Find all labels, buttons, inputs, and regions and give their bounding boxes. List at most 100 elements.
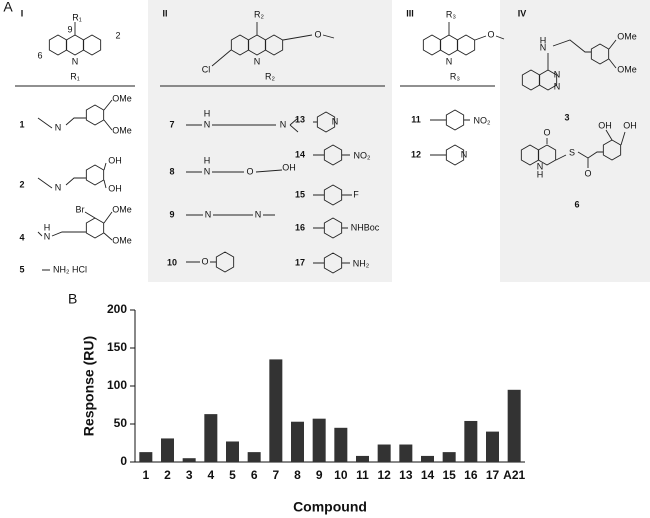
section-bg	[500, 0, 650, 282]
bar	[356, 455, 369, 462]
core-label: N	[72, 56, 79, 66]
bar	[399, 444, 413, 462]
structure	[186, 22, 352, 274]
bar	[182, 458, 196, 462]
bar	[334, 427, 348, 462]
panel-label: A	[3, 0, 13, 15]
compound-id: 14	[295, 149, 305, 159]
atom-label: F	[353, 189, 359, 199]
x-tick-label: 16	[464, 468, 478, 482]
header: R₁	[70, 71, 80, 81]
atom-label: N	[55, 182, 62, 192]
bar	[421, 455, 434, 462]
compound-id: 15	[295, 189, 305, 199]
atom-label: OMe	[617, 31, 637, 41]
compound-id: 6	[574, 199, 579, 209]
atom-label: N	[540, 42, 547, 52]
panel-label: B	[68, 291, 77, 307]
atom-label: N	[255, 209, 262, 219]
compound-id: 9	[169, 209, 174, 219]
compound-id: 16	[295, 222, 305, 232]
atom-label: NHBoc	[351, 222, 380, 232]
atom-label: OH	[108, 183, 122, 193]
atom-label: N	[55, 122, 62, 132]
atom-label: H	[44, 222, 51, 232]
header: R₃	[450, 71, 460, 81]
atom-label: NH₂	[353, 258, 370, 268]
compound-id: 10	[167, 257, 177, 267]
atom-label: NH₂ HCl	[53, 264, 87, 274]
panel-a: A I R₁ 9 2 6 N R₁ 1 OMe OMe N 2 OH OH N …	[3, 0, 650, 282]
compound-id: 5	[19, 264, 24, 274]
compound-id: 3	[564, 112, 569, 122]
atom-label: Br	[76, 204, 85, 214]
bar	[139, 452, 153, 462]
atom-label: H	[537, 169, 544, 179]
structure	[422, 22, 505, 166]
compound-id: 13	[295, 114, 305, 124]
compound-id: 4	[19, 232, 24, 242]
structure	[37, 22, 113, 271]
core-label: N	[254, 56, 261, 66]
atom-label: N	[205, 209, 212, 219]
atom-label: OMe	[112, 93, 132, 103]
y-tick-label: 50	[114, 416, 128, 430]
y-tick-label: 0	[120, 454, 127, 468]
x-axis-title: Compound	[293, 499, 367, 515]
y-tick-label: 200	[107, 302, 127, 316]
section-numeral: II	[162, 8, 167, 18]
atom-label: OMe	[617, 64, 637, 74]
atom-label: N	[554, 81, 561, 91]
bar	[507, 389, 521, 462]
atom-label: H	[540, 35, 547, 45]
atom-label: N	[280, 119, 287, 129]
x-tick-label: 6	[251, 468, 258, 482]
atom-label: OH	[108, 155, 122, 165]
core-label: 9	[67, 24, 72, 34]
core-label: O	[487, 29, 494, 39]
core-label: R₃	[446, 9, 456, 19]
atom-label: O	[201, 256, 208, 266]
section-numeral: III	[406, 8, 414, 18]
atom-label: N	[204, 166, 211, 176]
x-tick-label: 2	[164, 468, 171, 482]
x-tick-label: A21	[503, 468, 525, 482]
core-label: R₂	[254, 9, 264, 19]
bar	[204, 414, 218, 462]
core-label: 6	[37, 50, 42, 60]
x-tick-label: 11	[356, 468, 369, 482]
bar	[442, 452, 456, 462]
section-numeral: I	[21, 8, 24, 18]
x-tick-label: 12	[377, 468, 391, 482]
atom-label: OMe	[112, 235, 132, 245]
x-tick-label: 13	[399, 468, 413, 482]
atom-label: OMe	[112, 204, 132, 214]
atom-label: N	[44, 231, 51, 241]
bar	[291, 421, 304, 462]
x-tick-label: 17	[486, 468, 500, 482]
compound-id: 2	[19, 179, 24, 189]
atom-label: O	[543, 127, 550, 137]
compound-id: 17	[295, 257, 305, 267]
section-bg	[148, 0, 392, 282]
atom-label: S	[569, 147, 575, 157]
atom-label: OH	[598, 120, 612, 130]
bar	[486, 431, 499, 462]
atom-label: N	[204, 119, 211, 129]
y-axis-title: Response (RU)	[81, 336, 97, 436]
atom-label: O	[246, 166, 253, 176]
x-tick-label: 8	[294, 468, 301, 482]
core-label: Cl	[202, 64, 211, 74]
atom-label: NO₂	[354, 150, 372, 160]
atom-label: N	[461, 149, 468, 159]
bar	[464, 420, 478, 462]
core-label: N	[446, 56, 453, 66]
y-tick-label: 150	[107, 340, 127, 354]
compound-id: 12	[411, 149, 421, 159]
compound-id: 1	[19, 119, 24, 129]
atom-label: H	[204, 155, 211, 165]
compound-id: 7	[169, 119, 174, 129]
atom-label: O	[584, 168, 591, 178]
atom-label: OH	[282, 162, 296, 172]
